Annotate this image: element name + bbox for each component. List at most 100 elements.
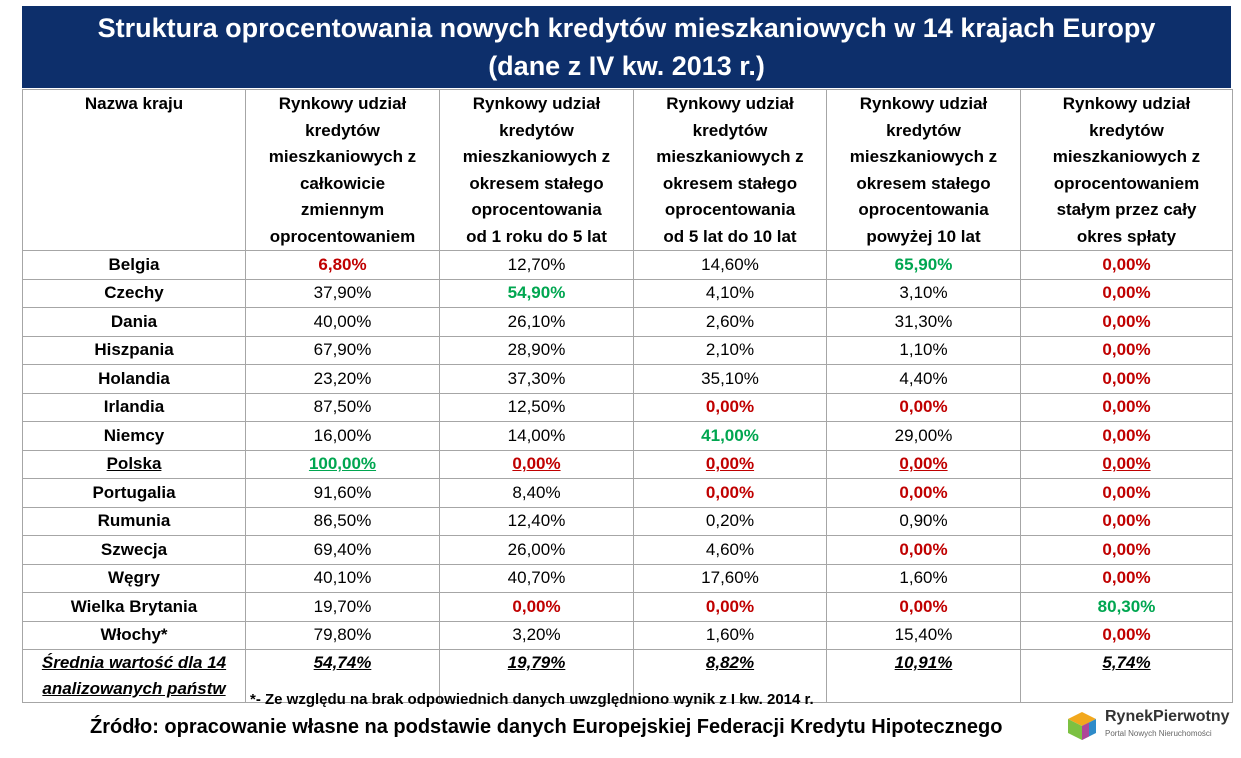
value-cell: 26,00% [439,535,634,565]
column-header-line: zmiennym [300,200,385,219]
cell-value: 40,70% [507,568,566,588]
value-cell: 1,10% [826,335,1021,365]
cell-value: 35,10% [701,368,759,388]
cell-value: 79,80% [313,625,372,645]
column-header-line: powyżej 10 lat [866,226,981,246]
column-header-line: Rynkowy udział [666,94,794,113]
cell-value: 23,20% [313,368,372,388]
country-name: Holandia [22,364,246,394]
country-name: Belgia [22,250,246,280]
value-cell: 0,00% [1020,278,1233,308]
cell-value: 2,10% [705,340,755,360]
value-cell: 0,00% [1020,478,1233,508]
value-cell: 0,00% [826,535,1021,565]
cell-value: 26,00% [507,539,566,559]
cell-value: 17,60% [701,568,759,588]
column-header: Rynkowy udział kredytów mieszkaniowych z ok… [633,89,827,251]
value-cell: 17,60% [633,563,827,593]
house-cube-icon [1068,712,1096,740]
cell-value: 0,00% [1102,340,1151,360]
table-row: Węgry 40,10% 40,70% 17,60% 1,60% 0,00% [22,563,1233,593]
value-cell: 0,00% [826,592,1021,622]
value-cell: 28,90% [439,335,634,365]
value-cell: 0,00% [1020,449,1233,479]
average-value: 10,91% [826,649,1021,703]
value-cell: 37,90% [245,278,440,308]
cell-value: 26,10% [507,311,566,331]
value-cell: 0,00% [826,449,1021,479]
value-cell: 26,10% [439,307,634,337]
value-cell: 69,40% [245,535,440,565]
column-header-line: Rynkowy udział [859,94,988,113]
cell-value: 0,90% [899,511,948,531]
cell-value: 0,00% [899,539,948,559]
value-cell: 100,00% [245,449,440,479]
header-row: Nazwa kraju Rynkowy udział kredytów mieszka… [22,89,1233,251]
average-value: 5,74% [1020,649,1233,703]
average-value: 19,79% [439,649,634,703]
country-name: Polska [22,449,246,479]
value-cell: 54,90% [439,278,634,308]
column-header-line: całkowicie [299,173,386,193]
country-name: Włochy* [22,620,246,650]
cell-value: 37,30% [507,368,566,388]
column-header-line: mieszkaniowych z [849,147,998,166]
cell-value: 0,00% [899,596,948,616]
value-cell: 0,00% [1020,392,1233,422]
value-cell: 0,00% [439,449,634,479]
footnote: *- Ze względu na brak odpowiednich danyc… [250,691,814,708]
cell-value: 31,30% [894,311,953,331]
cell-value: 67,90% [313,340,372,360]
column-header-line: stałym przez cały [1056,200,1197,219]
cell-value: 0,00% [1102,511,1151,531]
table-row: Dania 40,00% 26,10% 2,60% 31,30% 0,00% [22,307,1233,337]
cell-value: 2,60% [705,311,755,331]
cell-value: 1,60% [705,625,755,645]
cell-value: 29,00% [894,425,953,445]
value-cell: 12,70% [439,250,634,280]
value-cell: 40,70% [439,563,634,593]
value-cell: 87,50% [245,392,440,422]
table-row: Wielka Brytania 19,70% 0,00% 0,00% 0,00% 80,3… [22,592,1233,622]
cell-value: 0,00% [899,454,948,474]
country-name: Dania [22,307,246,337]
value-cell: 0,00% [1020,535,1233,565]
column-header-line: okresem stałego [662,173,798,193]
cell-value: 19,70% [313,596,372,616]
table-row: Hiszpania 67,90% 28,90% 2,10% 1,10% 0,00% [22,335,1233,365]
logo-tagline: Portal Nowych Nieruchomości [1105,729,1212,738]
value-cell: 0,90% [826,506,1021,536]
column-header-line: okresem stałego [469,173,604,193]
cell-value: 3,20% [512,625,561,645]
country-name: Irlandia [22,392,246,422]
value-cell: 29,00% [826,421,1021,451]
column-header-line: Rynkowy udział [278,94,407,113]
table-row: Włochy* 79,80% 3,20% 1,60% 15,40% 0,00% [22,620,1233,650]
table-row: Belgia 6,80% 12,70% 14,60% 65,90% 0,00% [22,250,1233,280]
cell-value: 54,90% [507,283,566,303]
country-name: Rumunia [22,506,246,536]
column-header-line: Nazwa kraju [84,94,184,113]
value-cell: 19,70% [245,592,440,622]
column-header-line: kredytów [886,120,961,140]
cell-value: 0,00% [1102,368,1151,388]
column-header: Rynkowy udział kredytów mieszkaniowych z op… [1020,89,1233,251]
value-cell: 31,30% [826,307,1021,337]
column-header-line: oprocentowaniem [1053,173,1200,193]
cell-value: 0,00% [1102,539,1151,559]
cell-value: 40,10% [313,568,372,588]
cell-value: 0,00% [1102,283,1151,303]
country-name: Czechy [22,278,246,308]
value-cell: 14,00% [439,421,634,451]
value-cell: 3,10% [826,278,1021,308]
table-row: Rumunia 86,50% 12,40% 0,20% 0,90% 0,00% [22,506,1233,536]
cell-value: 37,90% [313,283,372,303]
cell-value: 0,00% [1102,397,1151,417]
value-cell: 0,00% [826,392,1021,422]
cell-value: 8,40% [512,482,561,502]
column-header-line: kredytów [305,120,380,140]
cell-value: 65,90% [894,254,953,274]
value-cell: 3,20% [439,620,634,650]
value-cell: 14,60% [633,250,827,280]
table-row: Irlandia 87,50% 12,50% 0,00% 0,00% 0,00% [22,392,1233,422]
